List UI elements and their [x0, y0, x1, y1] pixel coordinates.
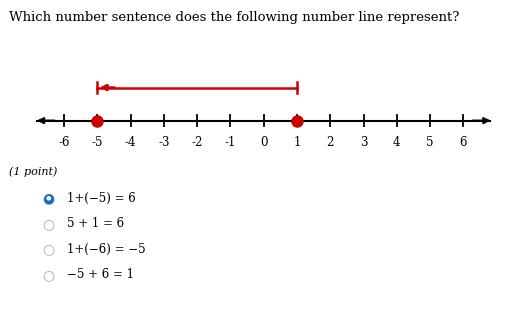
- Text: 0: 0: [260, 136, 267, 149]
- Text: 1: 1: [293, 136, 301, 149]
- Text: ○: ○: [42, 217, 55, 231]
- Text: -5: -5: [92, 136, 103, 149]
- Text: (1 point): (1 point): [9, 167, 57, 178]
- Text: 1+(−5) = 6: 1+(−5) = 6: [67, 192, 135, 205]
- Text: 6: 6: [460, 136, 467, 149]
- Text: -3: -3: [158, 136, 169, 149]
- Text: 2: 2: [327, 136, 334, 149]
- Text: 5: 5: [426, 136, 434, 149]
- Text: -4: -4: [125, 136, 136, 149]
- Text: 1+(−6) = −5: 1+(−6) = −5: [67, 243, 145, 256]
- Text: ●: ●: [46, 196, 51, 201]
- Text: −5 + 6 = 1: −5 + 6 = 1: [67, 268, 134, 281]
- Text: -6: -6: [58, 136, 70, 149]
- Text: ○: ○: [42, 242, 55, 256]
- Text: 4: 4: [393, 136, 400, 149]
- Text: -2: -2: [191, 136, 203, 149]
- Text: 3: 3: [360, 136, 367, 149]
- Text: Which number sentence does the following number line represent?: Which number sentence does the following…: [9, 11, 460, 24]
- Text: ○: ○: [42, 268, 55, 282]
- Text: ●: ●: [42, 191, 55, 205]
- Text: -1: -1: [225, 136, 236, 149]
- Text: 5 + 1 = 6: 5 + 1 = 6: [67, 217, 124, 230]
